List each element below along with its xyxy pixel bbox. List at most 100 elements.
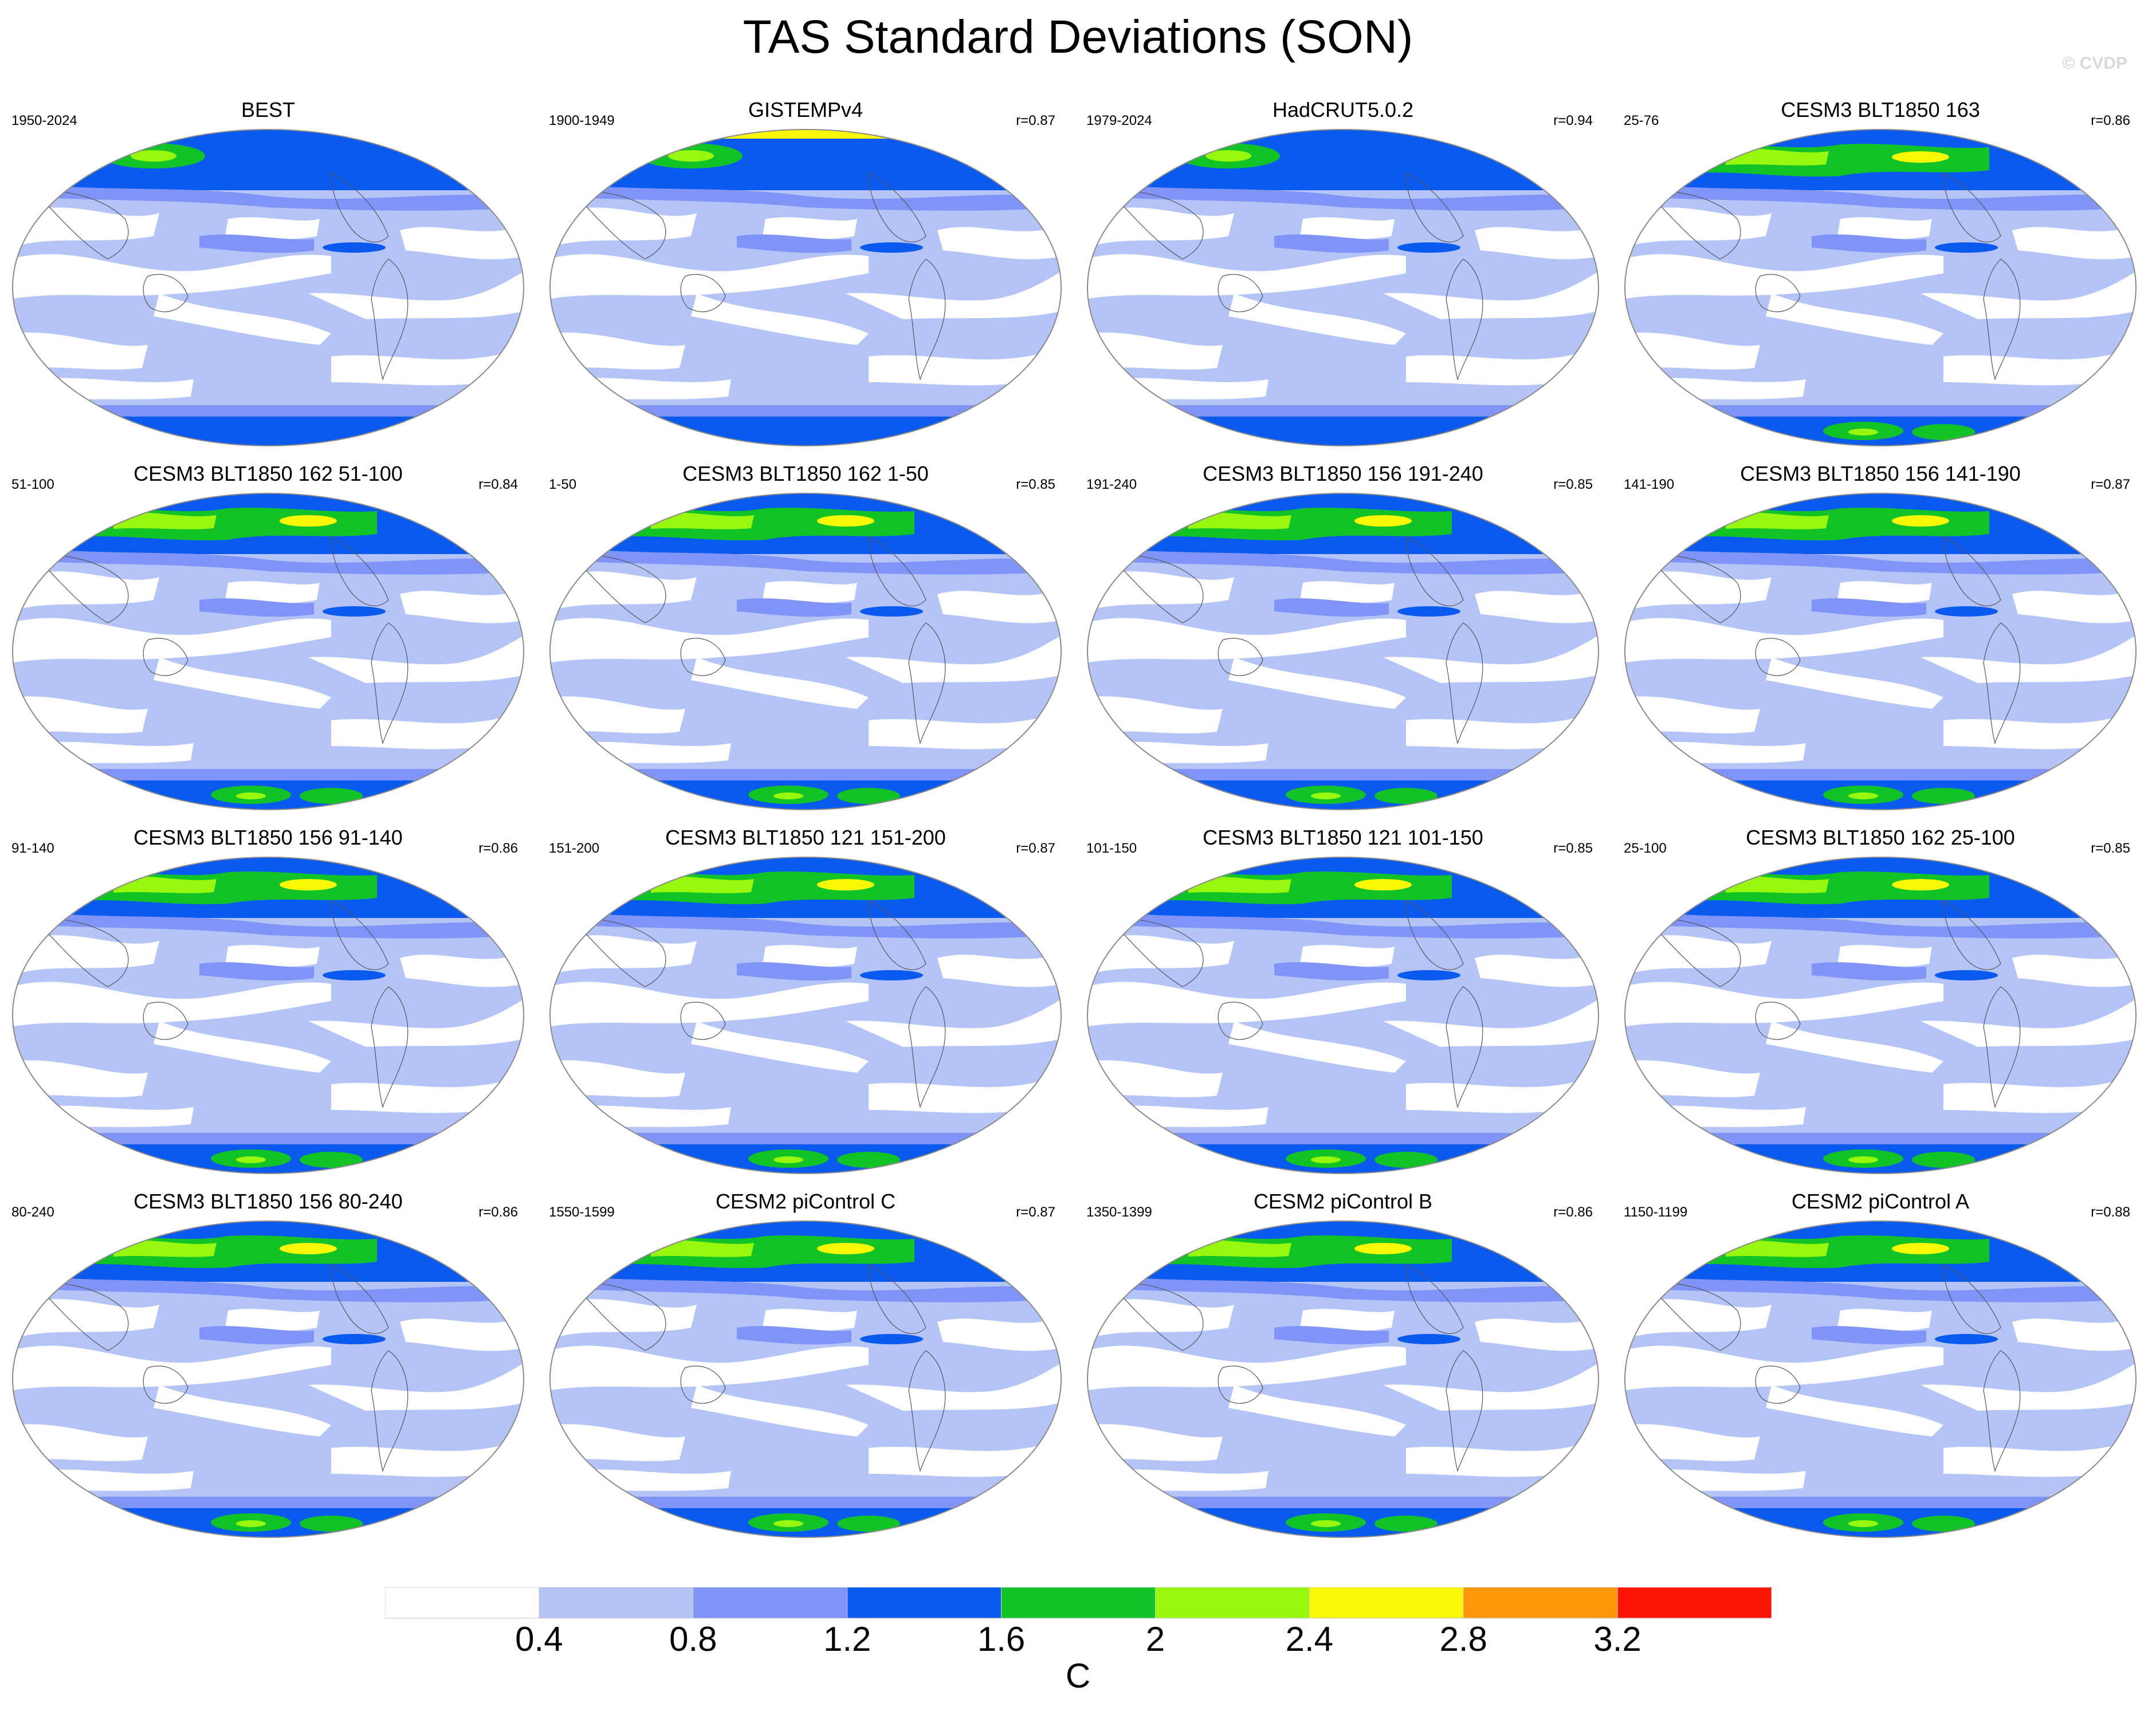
colorbar-tick-label: 2.8	[1439, 1620, 1487, 1658]
arctic-higher	[113, 1240, 217, 1257]
antarctic-high	[1912, 1516, 1975, 1532]
antarctic-high	[1912, 788, 1975, 804]
arctic-edge	[1625, 1273, 2136, 1302]
coastlines	[1644, 1264, 2021, 1473]
arctic-peak	[1354, 879, 1412, 890]
figure-title: TAS Standard Deviations (SON)	[743, 11, 1413, 63]
enso-region	[1812, 1326, 1926, 1345]
low-variance-region	[1766, 293, 1943, 345]
map-panel-container: CESM3 BLT1850 121 151-200 151-200 r=0.87	[542, 825, 1069, 1180]
antarctic-higher	[236, 1156, 266, 1163]
panel-correlation: r=0.86	[478, 1204, 518, 1220]
enso-region	[1274, 1326, 1389, 1345]
low-variance-region	[13, 696, 148, 735]
low-variance-region	[13, 1424, 148, 1462]
antarctic-core	[1087, 417, 1599, 446]
map-border	[1087, 857, 1599, 1174]
low-variance-region	[400, 588, 524, 623]
low-variance-region	[559, 1299, 697, 1336]
arctic-higher	[1726, 876, 1829, 893]
low-variance-region	[2012, 952, 2136, 987]
antarctic-higher	[236, 792, 266, 799]
coastline	[371, 986, 409, 1109]
antarctic-high	[837, 1516, 900, 1532]
arctic-higher	[1726, 148, 1829, 166]
map-panel	[549, 857, 1062, 1174]
antarctic-core	[13, 417, 524, 446]
panel-correlation: r=0.87	[2091, 477, 2130, 492]
colorbar-segment	[1309, 1587, 1464, 1619]
low-variance-region	[1406, 354, 1584, 386]
map-panel-container: CESM3 BLT1850 163 25-76 r=0.86	[1617, 97, 2144, 453]
low-variance-region	[1837, 945, 1932, 967]
coastline	[1107, 190, 1204, 260]
colorbar-tick-label: 2.4	[1285, 1620, 1334, 1658]
colorbar	[385, 1587, 1772, 1619]
coastline	[1943, 536, 2001, 606]
arctic-edge	[1087, 182, 1599, 211]
coastline	[1943, 172, 2001, 242]
enso-core	[323, 606, 386, 617]
coastline	[868, 536, 926, 606]
low-variance-region	[1766, 1385, 1943, 1437]
enso-core	[1935, 242, 1998, 253]
low-variance-region	[869, 1445, 1046, 1477]
low-variance-region	[559, 207, 697, 245]
map-panel-container: CESM3 BLT1850 156 80-240 80-240 r=0.86	[5, 1189, 532, 1544]
arctic-edge	[1625, 182, 2136, 211]
map-panel-container: CESM2 piControl B 1350-1399 r=0.86	[1079, 1189, 1607, 1544]
low-variance-region	[13, 1060, 148, 1098]
coastline	[908, 258, 946, 381]
low-variance-region	[154, 657, 331, 709]
coastline	[1107, 1281, 1204, 1351]
watermark: © CVDP	[2062, 54, 2127, 73]
low-variance-region	[1625, 696, 1760, 735]
map-panel	[1624, 493, 2137, 810]
map-panel	[1624, 1221, 2137, 1538]
coastline	[570, 554, 666, 623]
coastline	[32, 1281, 129, 1351]
low-variance-region	[1097, 571, 1234, 609]
panel-title: CESM3 BLT1850 156 80-240	[133, 1190, 403, 1213]
map-panel	[549, 1221, 1062, 1538]
arctic-peak	[1354, 515, 1412, 527]
enso-region	[1274, 234, 1389, 253]
enso-core	[323, 970, 386, 980]
arctic-higher	[131, 150, 176, 162]
coastline	[1218, 1365, 1263, 1404]
low-variance-region	[400, 225, 524, 260]
coastline	[331, 900, 389, 970]
arctic-peak	[817, 1243, 874, 1254]
map-panel	[1087, 493, 1599, 810]
panel-title: CESM3 BLT1850 162 51-100	[133, 462, 403, 485]
panel-title: CESM3 BLT1850 163	[1781, 98, 1980, 121]
coastline	[570, 190, 666, 260]
panel-title: CESM2 piControl C	[715, 1190, 896, 1213]
arctic-edge	[13, 182, 524, 211]
enso-core	[860, 970, 923, 980]
arctic-edge	[1087, 909, 1599, 939]
low-variance-region	[1406, 1445, 1584, 1477]
map-panel-container: BEST 1950-2024	[5, 97, 532, 453]
colorbar-segment	[1001, 1587, 1156, 1619]
arctic-peak	[1892, 151, 1949, 163]
antarctic-high	[1375, 1152, 1438, 1168]
panel-years: 1950-2024	[11, 113, 77, 128]
low-variance-region	[1943, 1445, 2121, 1477]
low-variance-region	[937, 588, 1061, 623]
coastline	[1644, 1281, 1741, 1351]
arctic-higher	[651, 1240, 754, 1257]
arctic-peak	[1892, 515, 1949, 527]
enso-core	[860, 1334, 923, 1344]
panel-title: CESM2 piControl A	[1791, 1190, 1970, 1213]
panel-correlation: r=0.86	[478, 841, 518, 856]
antarctic-high	[300, 1152, 363, 1168]
coastlines	[570, 172, 946, 381]
map-border	[549, 1221, 1062, 1538]
enso-region	[1812, 234, 1926, 253]
coastlines	[570, 900, 946, 1109]
map-fields	[1087, 493, 1599, 810]
map-panel	[1624, 129, 2137, 446]
arctic-higher	[1188, 876, 1291, 893]
arctic-edge	[550, 546, 1061, 575]
